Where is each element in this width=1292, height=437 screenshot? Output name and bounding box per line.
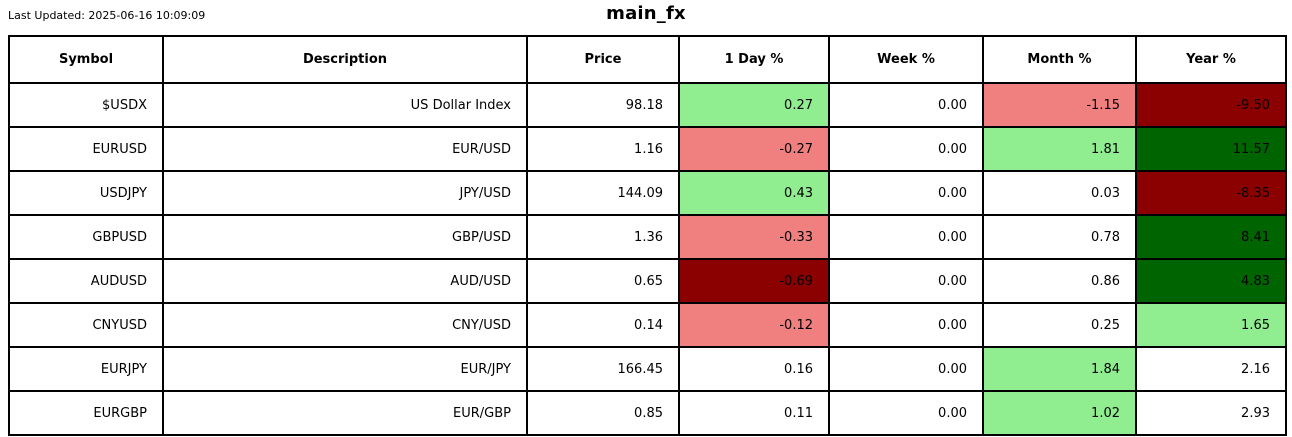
column-header: 1 Day % [678,35,830,84]
description-cell: EUR/USD [162,126,528,172]
week-change-cell: 0.00 [828,170,984,216]
day-change-cell: 0.27 [678,82,830,128]
year-change-cell: 4.83 [1135,258,1287,304]
price-cell: 0.14 [526,302,680,348]
day-change-cell: 0.16 [678,346,830,392]
day-change-cell: -0.33 [678,214,830,260]
price-cell: 1.36 [526,214,680,260]
symbol-cell: USDJPY [8,170,164,216]
table-row: EURJPY EUR/JPY 166.45 0.16 0.00 1.84 2.16 [8,346,1287,392]
column-header: Symbol [8,35,164,84]
week-change-cell: 0.00 [828,346,984,392]
column-header: Year % [1135,35,1287,84]
price-cell: 166.45 [526,346,680,392]
year-change-cell: 1.65 [1135,302,1287,348]
day-change-cell: 0.11 [678,390,830,436]
table-row: EURGBP EUR/GBP 0.85 0.11 0.00 1.02 2.93 [8,390,1287,436]
month-change-cell: 0.25 [982,302,1137,348]
year-change-cell: -9.50 [1135,82,1287,128]
column-header: Week % [828,35,984,84]
column-header: Price [526,35,680,84]
description-cell: JPY/USD [162,170,528,216]
column-header: Month % [982,35,1137,84]
symbol-cell: EURJPY [8,346,164,392]
page-title: main_fx [606,3,686,24]
header-row: Symbol Description Price 1 Day % Week % Month… [8,35,1287,84]
table-row: GBPUSD GBP/USD 1.36 -0.33 0.00 0.78 8.41 [8,214,1287,260]
symbol-cell: CNYUSD [8,302,164,348]
day-change-cell: 0.43 [678,170,830,216]
year-change-cell: 2.16 [1135,346,1287,392]
year-change-cell: -8.35 [1135,170,1287,216]
month-change-cell: 0.03 [982,170,1137,216]
week-change-cell: 0.00 [828,214,984,260]
month-change-cell: 1.84 [982,346,1137,392]
table-row: $USDX US Dollar Index 98.18 0.27 0.00 -1.15 -9… [8,82,1287,128]
table-row: USDJPY JPY/USD 144.09 0.43 0.00 0.03 -8.35 [8,170,1287,216]
week-change-cell: 0.00 [828,126,984,172]
year-change-cell: 11.57 [1135,126,1287,172]
description-cell: AUD/USD [162,258,528,304]
week-change-cell: 0.00 [828,258,984,304]
month-change-cell: 0.86 [982,258,1137,304]
description-cell: EUR/GBP [162,390,528,436]
year-change-cell: 2.93 [1135,390,1287,436]
price-cell: 0.85 [526,390,680,436]
symbol-cell: EURUSD [8,126,164,172]
week-change-cell: 0.00 [828,302,984,348]
day-change-cell: -0.69 [678,258,830,304]
table-row: CNYUSD CNY/USD 0.14 -0.12 0.00 0.25 1.65 [8,302,1287,348]
price-cell: 98.18 [526,82,680,128]
month-change-cell: 1.81 [982,126,1137,172]
year-change-cell: 8.41 [1135,214,1287,260]
last-updated-timestamp: Last Updated: 2025-06-16 10:09:09 [8,9,206,22]
table-row: AUDUSD AUD/USD 0.65 -0.69 0.00 0.86 4.83 [8,258,1287,304]
column-header: Description [162,35,528,84]
month-change-cell: 0.78 [982,214,1137,260]
day-change-cell: -0.12 [678,302,830,348]
symbol-cell: EURGBP [8,390,164,436]
day-change-cell: -0.27 [678,126,830,172]
month-change-cell: -1.15 [982,82,1137,128]
description-cell: US Dollar Index [162,82,528,128]
week-change-cell: 0.00 [828,82,984,128]
fx-table: Symbol Description Price 1 Day % Week % Month… [8,35,1287,436]
price-cell: 0.65 [526,258,680,304]
table-body: $USDX US Dollar Index 98.18 0.27 0.00 -1.15 -9… [8,82,1287,436]
symbol-cell: $USDX [8,82,164,128]
symbol-cell: GBPUSD [8,214,164,260]
month-change-cell: 1.02 [982,390,1137,436]
price-cell: 144.09 [526,170,680,216]
symbol-cell: AUDUSD [8,258,164,304]
price-cell: 1.16 [526,126,680,172]
description-cell: CNY/USD [162,302,528,348]
description-cell: GBP/USD [162,214,528,260]
table-row: EURUSD EUR/USD 1.16 -0.27 0.00 1.81 11.57 [8,126,1287,172]
week-change-cell: 0.00 [828,390,984,436]
description-cell: EUR/JPY [162,346,528,392]
